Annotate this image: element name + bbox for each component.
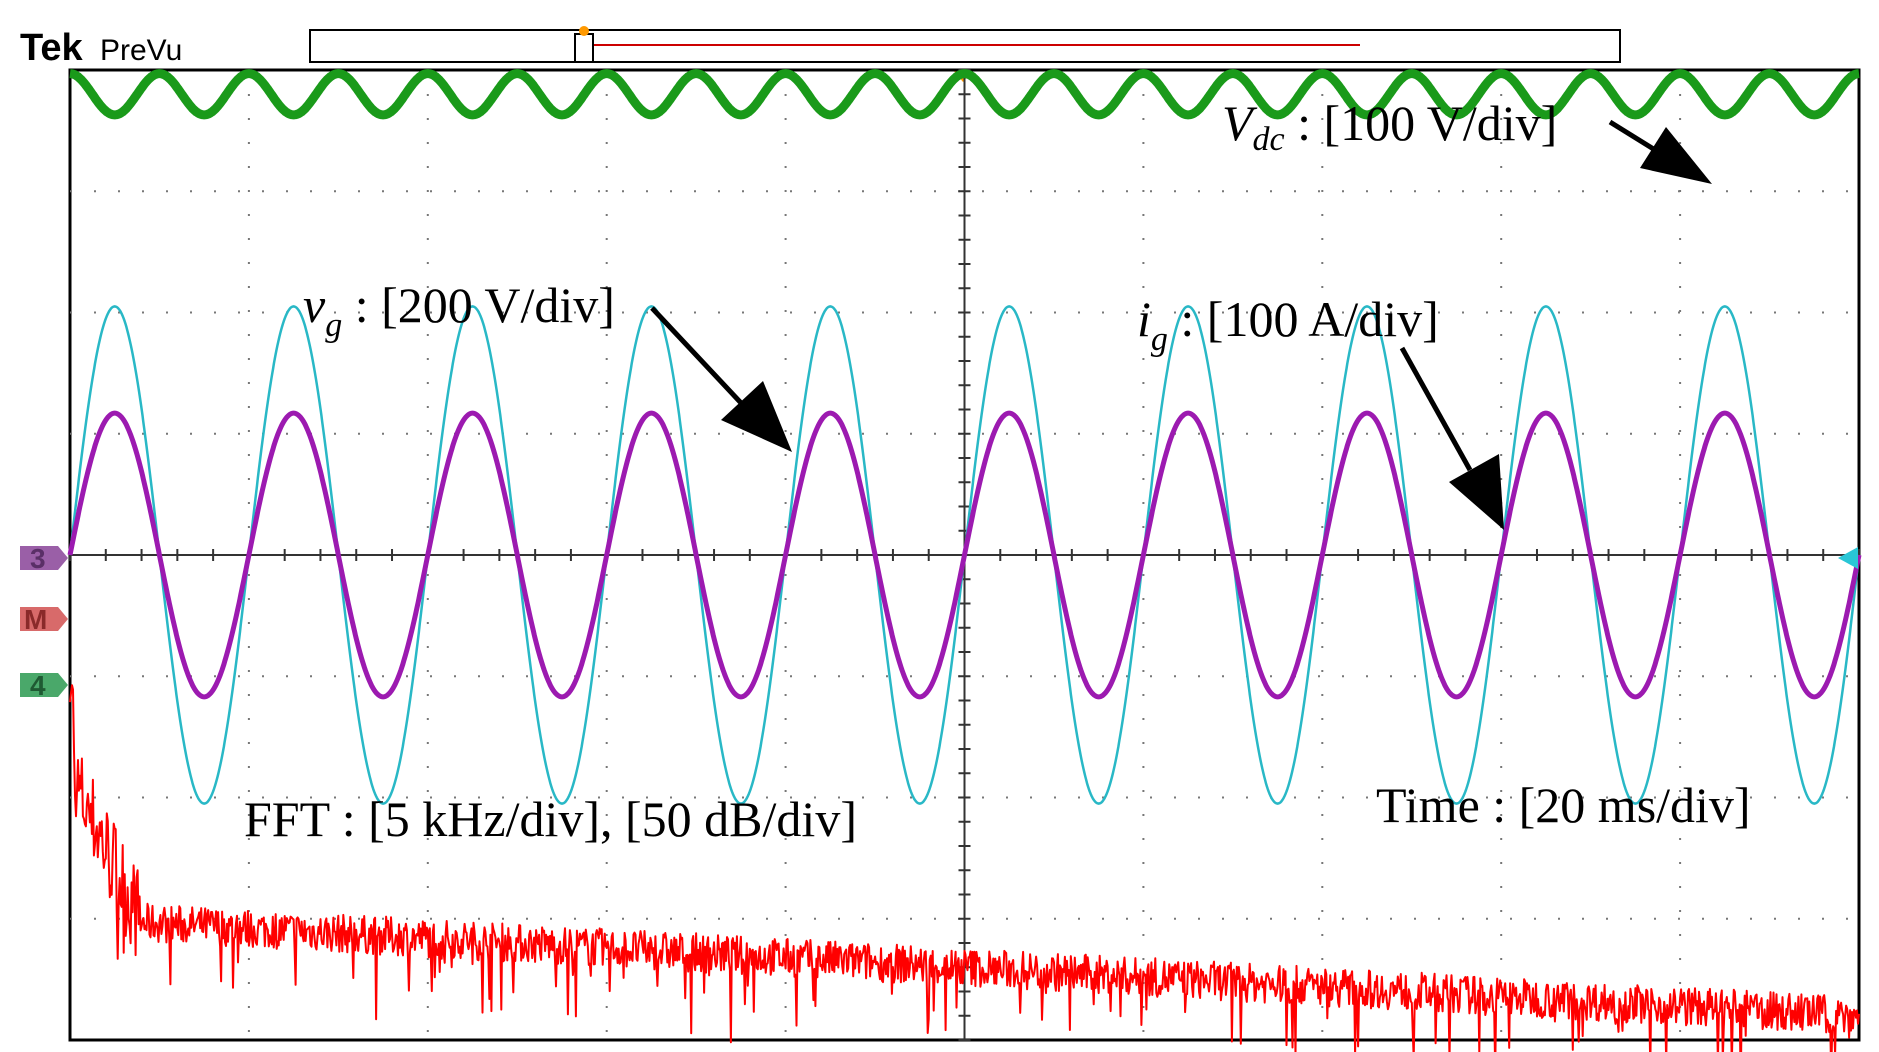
math-label: M: [24, 604, 47, 635]
svg-text:Vdc : [100 V/div]: Vdc : [100 V/div]: [1222, 95, 1557, 158]
svg-text:vg : [200 V/div]: vg : [200 V/div]: [303, 277, 615, 344]
vdc-arrowhead: [1640, 127, 1712, 184]
channel-3-marker: [20, 546, 68, 570]
vg-scale: : [200 V/div]: [342, 277, 615, 333]
vg-subscript: g: [325, 307, 342, 344]
traces: [66, 69, 1863, 1052]
vg-annotation: vg : [200 V/div]: [303, 277, 615, 344]
record-view-bar: [309, 26, 1621, 63]
prevu-label: PreVu: [100, 34, 182, 67]
svg-text:ig : [100 A/div]: ig : [100 A/div]: [1137, 291, 1439, 358]
ig-arrowhead: [1449, 454, 1504, 530]
trace-fft: [69, 684, 1860, 1052]
vdc-annotation: Vdc : [100 V/div]: [1222, 95, 1557, 158]
trace-ig: [67, 410, 1862, 700]
ig-annotation: ig : [100 A/div]: [1137, 291, 1439, 358]
ig-symbol: i: [1137, 291, 1151, 347]
ig-arrow: [1399, 346, 1473, 472]
channel-1-level-marker: [1838, 547, 1858, 569]
ig-scale: : [100 A/div]: [1168, 291, 1439, 347]
vdc-symbol: V: [1222, 95, 1258, 151]
time-annotation: Time : [20 ms/div]: [1376, 777, 1751, 833]
trace-vdc: [66, 69, 1863, 120]
channel-markers: 3 M 4: [20, 543, 1858, 701]
fft-annotation: FFT : [5 kHz/div], [50 dB/div]: [244, 791, 857, 847]
math-marker: [20, 607, 68, 631]
channel-4-marker: [20, 673, 68, 697]
ig-subscript: g: [1151, 321, 1168, 358]
vdc-scale: : [100 V/div]: [1285, 95, 1558, 151]
vg-arrowhead: [721, 381, 792, 452]
brand-logo: Tek: [20, 27, 84, 69]
channel-3-label: 3: [30, 543, 46, 574]
vg-arrow: [650, 306, 744, 406]
vg-symbol: v: [303, 277, 326, 333]
channel-4-label: 4: [30, 670, 46, 701]
vdc-subscript: dc: [1253, 121, 1285, 158]
annotation-arrows: [650, 119, 1712, 530]
